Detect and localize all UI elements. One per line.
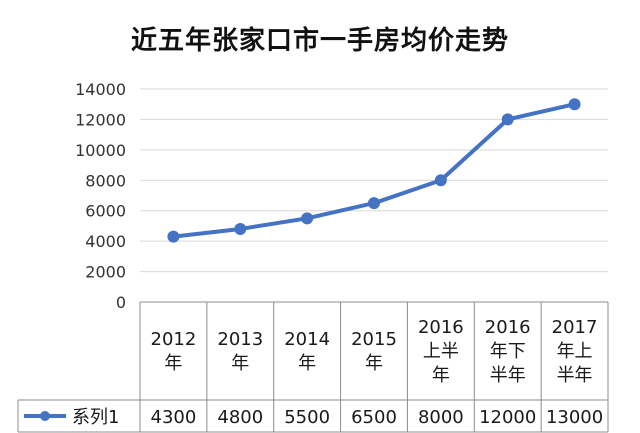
chart-title: 近五年张家口市一手房均价走势 (130, 26, 509, 56)
x-category-label-line: 上半 (423, 341, 459, 362)
x-category-label-line: 半年 (557, 365, 593, 386)
y-tick-label: 4000 (85, 232, 126, 251)
data-point (568, 98, 581, 111)
x-category-label: 2014 年 (284, 329, 330, 374)
data-table: 2012 年 2013 年 2014 年 2015 年 2016 上半年 2016 年下半年 2017 年… (17, 301, 609, 433)
y-tick-label: 12000 (75, 110, 126, 129)
x-category-label-line: 年 (298, 353, 316, 374)
x-category-label: 2013 年 (217, 329, 263, 374)
x-category-label-line: 2016 (485, 317, 531, 338)
x-category-label-line: 年 (164, 353, 182, 374)
y-tick-label: 2000 (85, 263, 126, 282)
series-line-path (171, 102, 577, 239)
data-table-value: 6500 (351, 407, 397, 428)
x-category-label-line: 年下 (490, 341, 526, 362)
x-category-label-line: 年 (365, 353, 383, 374)
x-category-label-line: 年上 (557, 341, 593, 362)
data-table-value: 5500 (284, 407, 330, 428)
data-table-value: 13000 (546, 407, 603, 428)
x-category-label-line: 年 (231, 353, 249, 374)
series-line (167, 98, 581, 243)
x-category-label: 2017 年上半年 (552, 317, 598, 386)
x-category-label-line: 2016 (418, 317, 464, 338)
y-axis-tick-labels: 0 2000 4000 6000 8000 10000 12000 14000 (75, 80, 126, 312)
data-table-value: 8000 (418, 407, 464, 428)
x-category-label-line: 2017 (552, 317, 598, 338)
x-category-label: 2016 年下半年 (485, 317, 531, 386)
data-table-value: 4300 (151, 407, 197, 428)
y-tick-label: 0 (116, 293, 126, 312)
y-tick-label: 14000 (75, 80, 126, 99)
data-table-value: 4800 (217, 407, 263, 428)
x-category-label: 2016 上半年 (418, 317, 464, 386)
data-point (234, 222, 247, 235)
data-point (434, 174, 447, 187)
x-category-label-line: 2013 (217, 329, 263, 350)
x-category-label-line: 2014 (284, 329, 330, 350)
x-category-label-line: 2015 (351, 329, 397, 350)
x-category-label: 2015 年 (351, 329, 397, 374)
x-category-label: 2012 年 (151, 329, 197, 374)
data-point (368, 197, 380, 210)
legend-marker-key (40, 411, 50, 421)
y-tick-label: 8000 (85, 171, 126, 190)
data-point (301, 212, 314, 225)
x-category-label-line: 半年 (490, 365, 526, 386)
y-tick-label: 10000 (75, 141, 126, 160)
y-tick-label: 6000 (85, 202, 126, 221)
data-table-value: 12000 (479, 407, 536, 428)
x-category-label-line: 2012 (151, 329, 197, 350)
gridlines (140, 88, 608, 273)
x-category-label-line: 年 (432, 365, 450, 386)
data-point (501, 113, 514, 126)
data-point (167, 230, 180, 243)
legend-series-name: 系列1 (72, 407, 119, 428)
